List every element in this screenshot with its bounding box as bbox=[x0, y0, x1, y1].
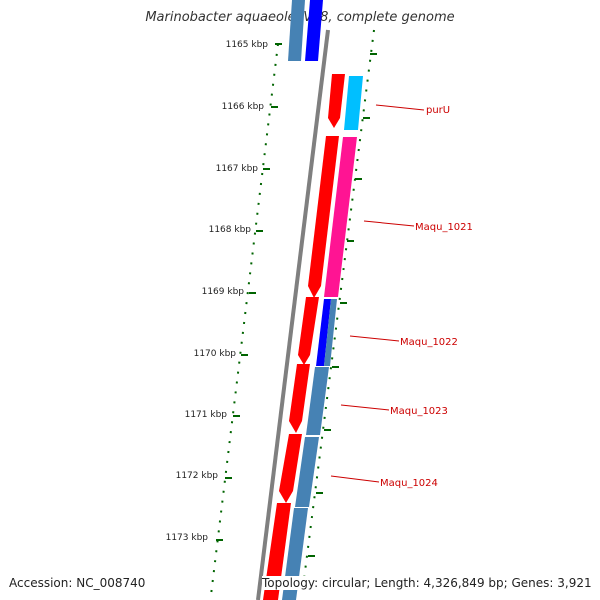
gene-top-blue bbox=[305, 0, 323, 61]
gene-maqu1024-steelblue bbox=[295, 437, 319, 507]
callout-line-maqu1021 bbox=[363, 220, 415, 227]
gene-label-maqu1022[interactable]: Maqu_1022 bbox=[400, 337, 458, 348]
tick-label-1166: 1166 kbp bbox=[222, 102, 265, 112]
gene-top-steelblue bbox=[288, 0, 305, 61]
gene-label-maqu1023[interactable]: Maqu_1023 bbox=[390, 406, 448, 417]
gene-maqu1024-red bbox=[279, 434, 302, 503]
tick-label-1169: 1169 kbp bbox=[202, 287, 245, 297]
callout-line-purU bbox=[375, 104, 425, 111]
tick-label-1165: 1165 kbp bbox=[226, 40, 269, 50]
gene-bottom-red bbox=[263, 503, 291, 600]
tick-label-1171: 1171 kbp bbox=[185, 410, 228, 420]
accession-text: Accession: NC_008740 bbox=[9, 576, 146, 590]
gene-maqu1023-red bbox=[289, 364, 310, 433]
gene-maqu1022-blue bbox=[316, 299, 331, 366]
tick-label-1173: 1173 kbp bbox=[166, 533, 209, 543]
tick-label-1172: 1172 kbp bbox=[176, 471, 219, 481]
gene-maqu1022-red bbox=[298, 297, 319, 365]
gene-maqu1021-red bbox=[308, 136, 339, 298]
gene-label-maqu1024[interactable]: Maqu_1024 bbox=[380, 478, 438, 489]
gene-maqu1022-steelblue bbox=[324, 299, 337, 366]
gene-label-purU[interactable]: purU bbox=[426, 105, 450, 116]
tick-label-1170: 1170 kbp bbox=[194, 349, 237, 359]
callout-line-maqu1022 bbox=[349, 335, 400, 342]
gene-maqu1021-magenta bbox=[324, 137, 357, 297]
gene-purU-cyan bbox=[344, 76, 363, 130]
tick-label-1167: 1167 kbp bbox=[216, 164, 259, 174]
genome-backbone bbox=[256, 29, 330, 600]
callout-line-maqu1024 bbox=[330, 475, 380, 483]
tick-label-1168: 1168 kbp bbox=[209, 225, 252, 235]
topology-text: Topology: circular; Length: 4,326,849 bp… bbox=[262, 576, 592, 590]
callout-line-maqu1023 bbox=[340, 404, 390, 411]
gene-label-maqu1021[interactable]: Maqu_1021 bbox=[415, 222, 473, 233]
gene-maqu1023-steelblue bbox=[306, 367, 329, 435]
gene-purU-red bbox=[328, 74, 345, 128]
